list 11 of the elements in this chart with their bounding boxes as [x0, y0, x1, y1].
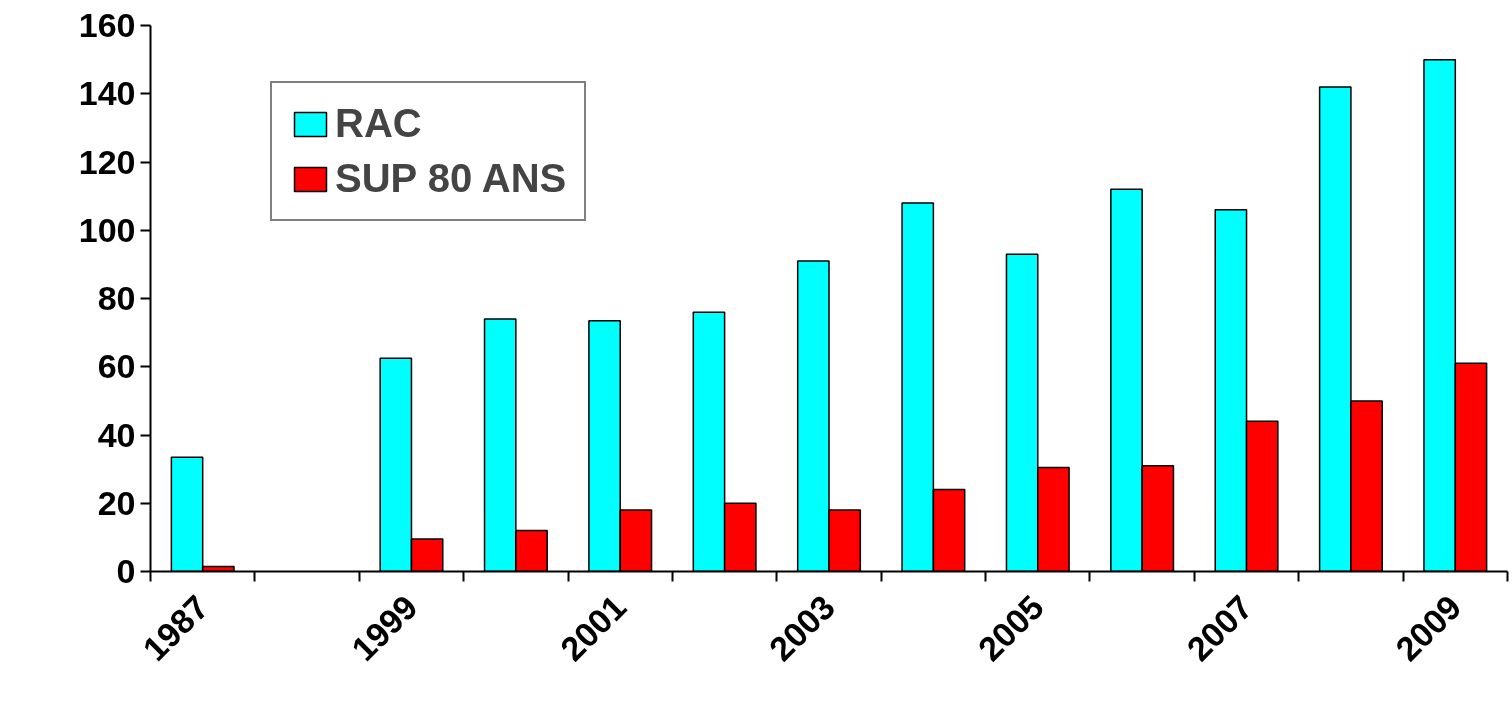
y-tick-label: 140 — [78, 74, 136, 113]
y-tick-label: 80 — [97, 279, 136, 317]
y-tick-label: 20 — [97, 483, 136, 522]
y-tick-label: 0 — [116, 552, 136, 590]
y-tick-label: 60 — [97, 347, 136, 386]
y-tick-label: 40 — [97, 415, 136, 454]
legend-label: RAC — [335, 101, 422, 146]
y-tick-label: 160 — [78, 6, 136, 44]
legend-label: SUP 80 ANS — [335, 156, 567, 201]
y-tick-label: 120 — [78, 142, 136, 181]
y-tick-label: 100 — [78, 210, 136, 249]
